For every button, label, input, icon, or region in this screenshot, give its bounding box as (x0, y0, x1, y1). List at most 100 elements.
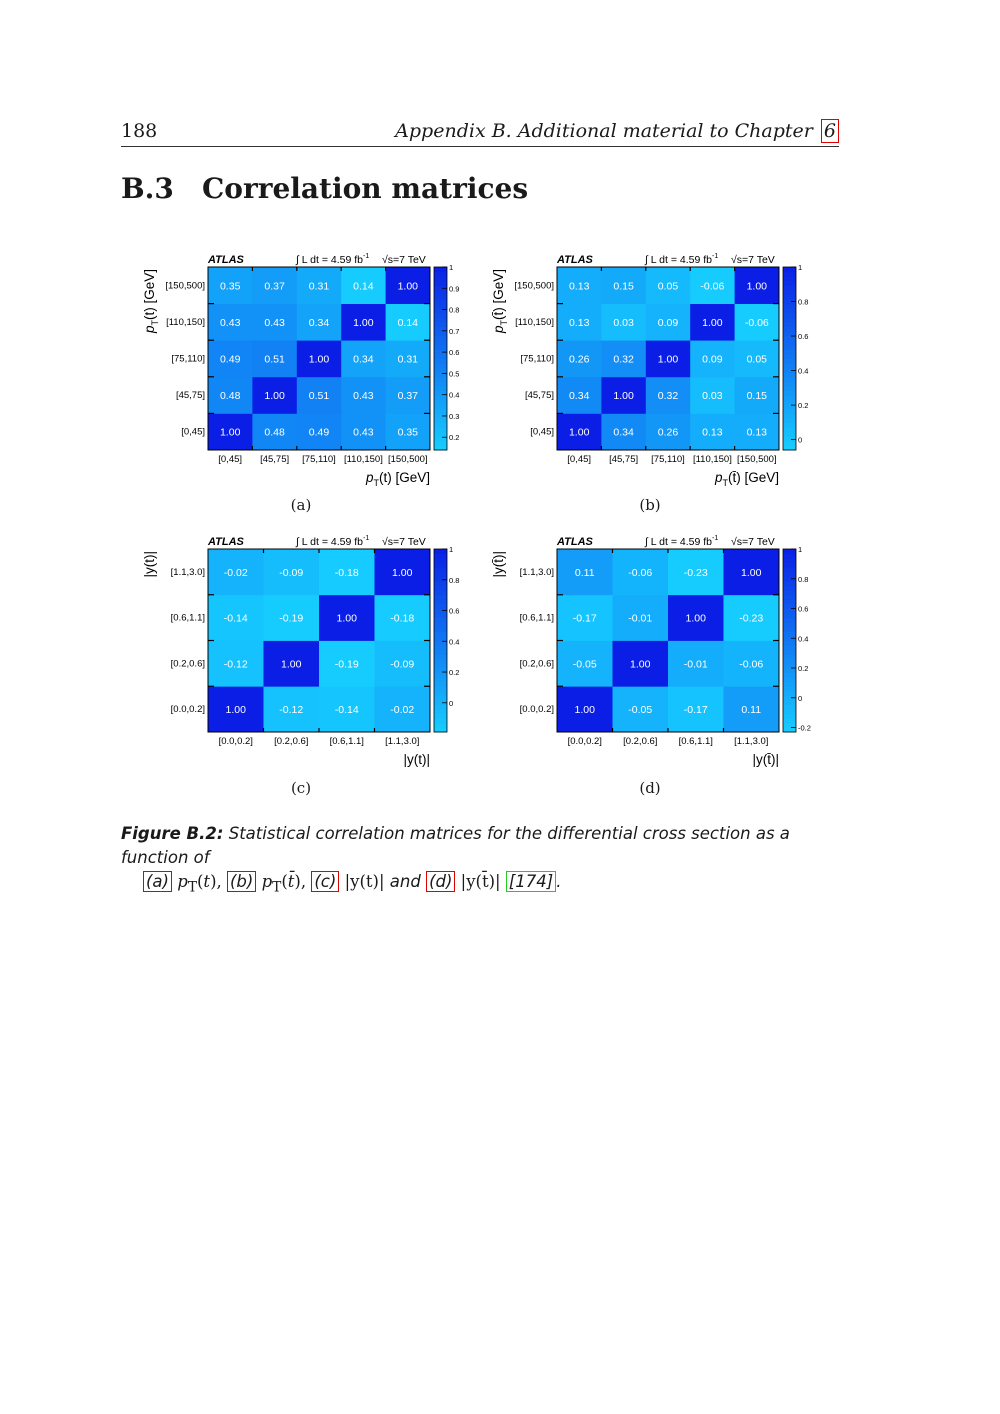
y-tick-label: [150,500] (514, 280, 554, 291)
heatmap-cell (385, 376, 431, 414)
subfigure-label: (b) (639, 496, 661, 514)
colorbar-segment (434, 280, 447, 286)
cell-value-label: 1.00 (613, 390, 634, 402)
colorbar-segment (783, 353, 796, 359)
colorbar-tick-label: 0.6 (449, 607, 459, 616)
heatmap-cell (374, 594, 431, 641)
colorbar-segment (783, 571, 796, 577)
colorbar-segment (434, 672, 447, 678)
colorbar-segment (783, 317, 796, 323)
colorbar-segment (783, 331, 796, 337)
caption-ref-c[interactable]: (c) (311, 871, 340, 892)
heatmap-cell (208, 376, 253, 414)
colorbar-tick-label: 0.6 (798, 332, 808, 341)
heatmap-cell (645, 376, 691, 414)
colorbar-segment (783, 613, 796, 619)
colorbar-segment (434, 658, 447, 664)
heatmap-cell (385, 413, 431, 451)
colorbar-segment (783, 303, 796, 309)
caption-math-d: |y(t̄)| (460, 872, 501, 891)
cell-value-label: 1.00 (686, 613, 707, 625)
y-axis-title: pT(t) [GeV] (142, 269, 160, 334)
cell-value-label: 0.15 (613, 280, 634, 292)
colorbar-segment (783, 590, 796, 596)
colorbar-tick-label: 0.4 (798, 634, 808, 643)
heatmap-cell (690, 303, 735, 341)
colorbar-tick-label: 0.2 (798, 664, 808, 673)
plot-frame (207, 266, 431, 451)
cell-value-label: 0.09 (658, 317, 679, 329)
colorbar-segment (783, 672, 796, 678)
cell-value-label: -0.19 (335, 658, 359, 670)
colorbar-tick-label: 0.3 (449, 412, 459, 421)
colorbar-frame (782, 266, 797, 451)
cell-value-label: 0.37 (264, 280, 285, 292)
heatmap-cell (341, 413, 386, 451)
colorbar-tick-label: 0.6 (798, 605, 808, 614)
x-tick-label: [0.2,0.6] (623, 736, 657, 747)
cell-value-label: 1.00 (353, 317, 374, 329)
heatmap-cell (208, 303, 253, 341)
heatmap-cell (296, 340, 342, 378)
colorbar-segment (434, 395, 447, 401)
colorbar-segment (434, 727, 447, 733)
colorbar-segment (783, 608, 796, 614)
colorbar-tick-label: 0.2 (449, 433, 459, 442)
caption-ref-d[interactable]: (d) (426, 871, 456, 892)
cell-value-label: 0.15 (747, 390, 768, 402)
colorbar-segment (783, 395, 796, 401)
colorbar-segment (434, 312, 447, 318)
cell-value-label: -0.06 (745, 317, 769, 329)
colorbar-segment (434, 645, 447, 651)
colorbar-segment (783, 599, 796, 605)
caption-math-c: |y(t)| (344, 872, 385, 891)
heatmap-cell (252, 340, 298, 378)
colorbar-segment (783, 654, 796, 660)
cell-value-label: 1.00 (309, 354, 330, 366)
energy-label: √s=7 TeV (731, 536, 775, 548)
y-tick-label: [0.0,0.2] (171, 704, 205, 715)
colorbar-segment (434, 331, 447, 337)
colorbar-segment (783, 667, 796, 674)
colorbar-tick-label: 0.6 (449, 348, 459, 357)
cell-value-label: 1.00 (747, 280, 768, 292)
plot-frame (556, 266, 780, 451)
colorbar-segment (783, 622, 796, 628)
colorbar-segment (783, 649, 796, 655)
colorbar-segment (434, 408, 447, 414)
x-axis-title: pT(t̄) [GeV] (714, 470, 779, 488)
x-tick-label: [110,150] (344, 454, 383, 465)
cell-value-label: 1.00 (569, 427, 590, 439)
colorbar-segment (434, 635, 447, 641)
colorbar-segment (434, 344, 447, 350)
caption-citation-link[interactable]: [174] (505, 871, 557, 892)
cell-value-label: -0.02 (224, 567, 248, 579)
caption-ref-a[interactable]: (a) (143, 871, 172, 892)
heatmap-cell (601, 303, 647, 341)
colorbar-tick-label: 0.2 (798, 401, 808, 410)
cell-value-label: 0.14 (398, 317, 419, 329)
colorbar-segment (783, 727, 796, 733)
colorbar-segment (783, 549, 796, 555)
heatmap-cell (690, 376, 735, 414)
y-tick-label: [110,150] (166, 317, 205, 328)
section-name: Correlation matrices (202, 172, 529, 205)
heatmap-cell (319, 594, 375, 641)
heatmap-cell (263, 640, 320, 687)
colorbar-segment (434, 594, 447, 600)
cell-value-label: -0.17 (573, 613, 597, 625)
heatmap-cell (723, 640, 780, 687)
colorbar-segment (434, 562, 447, 568)
caption-ref-b[interactable]: (b) (227, 871, 257, 892)
cell-value-label: 0.03 (613, 317, 634, 329)
cell-value-label: 0.14 (353, 280, 374, 292)
colorbar-segment (434, 549, 447, 555)
cell-value-label: -0.23 (739, 613, 763, 625)
colorbar-segment (783, 567, 796, 573)
colorbar-segment (434, 372, 447, 378)
cell-value-label: -0.01 (628, 613, 652, 625)
section-title: B.3 Correlation matrices (121, 172, 528, 205)
cell-value-label: 1.00 (337, 613, 358, 625)
colorbar-segment (783, 271, 796, 277)
chapter-ref-link[interactable]: 6 (820, 119, 839, 143)
